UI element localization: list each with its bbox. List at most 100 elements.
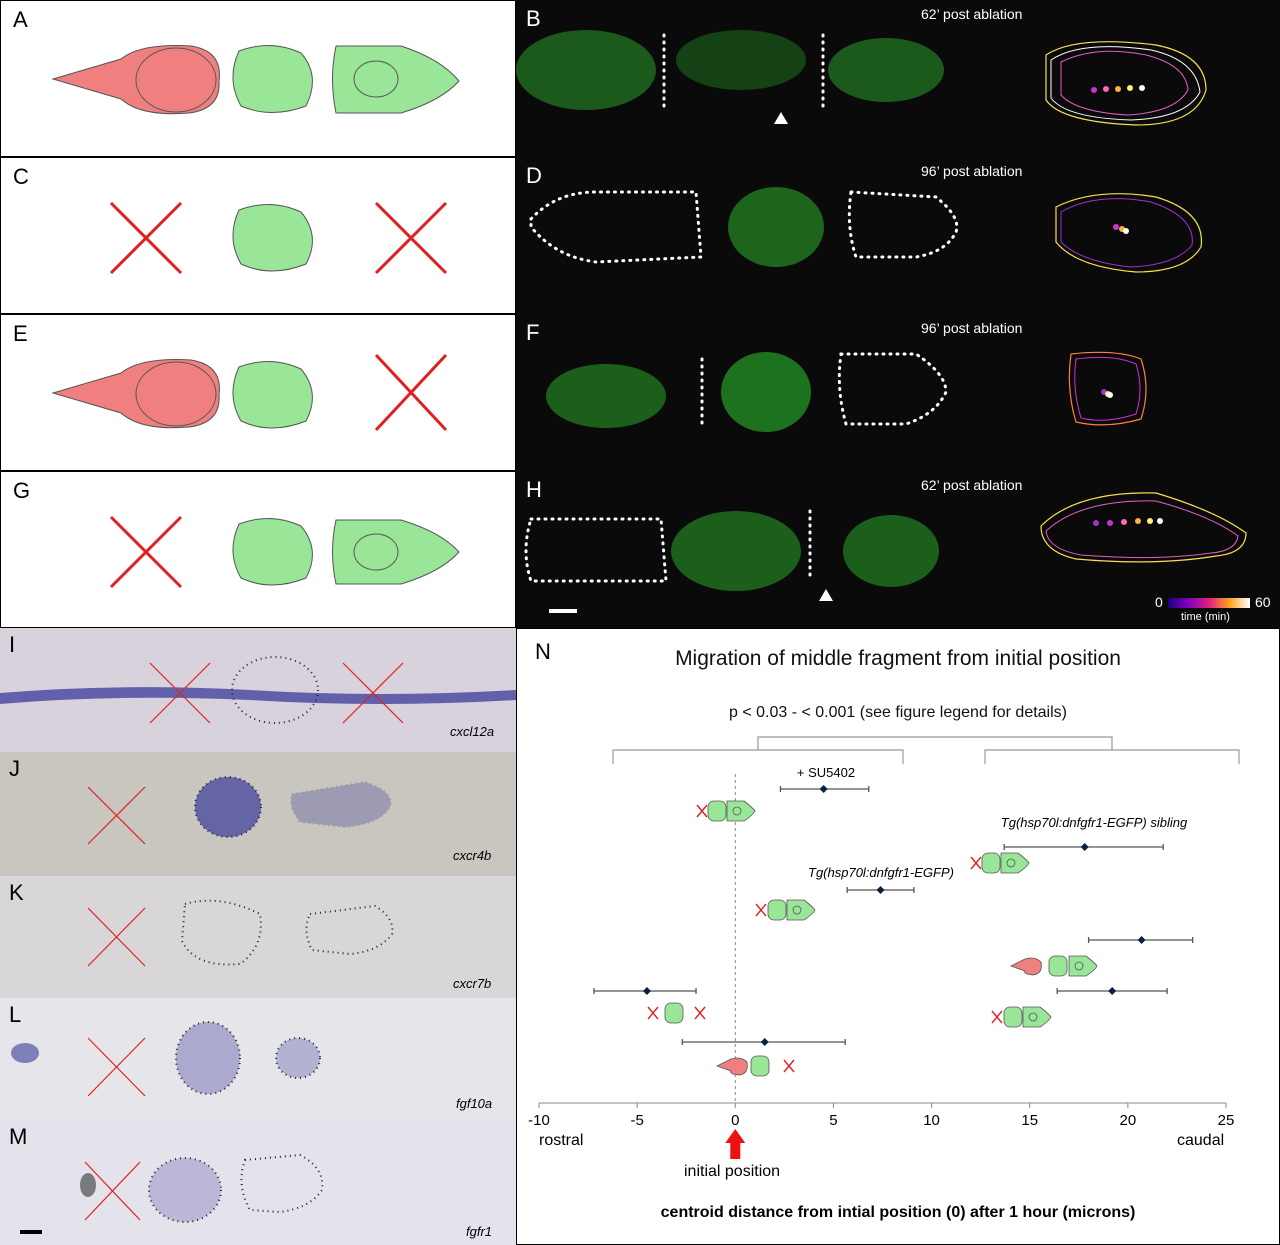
time-label-b: 62’ post ablation [921,6,1023,22]
middle-cell [232,360,313,429]
data-point [876,886,885,894]
leading-cell-icon [1009,957,1042,976]
scale-bar [20,1230,42,1234]
middle-cell-icon [981,852,1001,874]
cell-schematic-c [109,201,448,275]
middle-cell-icon [707,800,727,822]
panel-label-h: H [526,477,542,502]
chart-title: Migration of middle fragment from initia… [675,647,1121,670]
caudal-label: caudal [1177,1132,1225,1149]
series-label: Tg(hsp70l:dnfgfr1-EGFP) [808,865,954,880]
data-point [642,987,651,995]
panel-label-e: E [13,321,28,346]
nucleus [135,47,217,113]
data-point [1080,843,1089,851]
x-tick-label: -10 [528,1112,550,1129]
initial-position-arrow [725,1129,746,1159]
gene-label-m: fgfr1 [466,1224,493,1239]
panel-label-c: C [13,164,29,189]
data-point [1137,936,1146,944]
ish-image-m [20,1153,324,1234]
panel-label-l: L [9,1002,22,1027]
x-tick-label: -5 [630,1112,643,1129]
panel-label-i: I [9,632,16,657]
panel-c: C [0,157,516,314]
middle-cell [232,517,313,586]
panel-i: I cxcl12a [0,628,516,752]
panel-b: B 62’ post ablation [516,0,1280,157]
gene-label-k: cxcr7b [453,976,492,991]
arrowhead-marker [774,112,788,124]
panel-d: D 96’ post ablation [516,157,1280,314]
colorbar-min: 0 [1155,594,1163,610]
trailing-cell [332,519,460,585]
middle-cell-icon [1003,1006,1023,1028]
middle-cell [232,44,313,113]
colorbar-label: time (min) [1181,611,1230,623]
ablation-x-icon [109,201,183,275]
cell-schematic-e [51,353,448,432]
middle-cell-icon [750,1055,770,1077]
x-axis-title: centroid distance from intial position (… [660,1204,1136,1221]
time-label-h: 62’ post ablation [921,477,1023,493]
migration-chart: -10 -5 0 5 10 15 20 25 + SU5402 Tg(hsp70l:dnfgfr1… [528,736,1240,1159]
trailing-cell [332,45,460,114]
outline-overlay-f [1068,351,1147,426]
colorbar-max: 60 [1255,594,1271,610]
panel-n: N Migration of middle fragment from init… [516,628,1280,1245]
ablation-x-icon [87,907,146,967]
ablation-x-icon [374,353,448,432]
rostral-label: rostral [539,1132,584,1149]
micrograph-b [516,30,1207,126]
data-point [760,1038,769,1046]
x-tick-label: 25 [1218,1112,1235,1129]
time-label-f: 96’ post ablation [921,320,1023,336]
gene-label-i: cxcl12a [450,724,495,739]
series-label: + SU5402 [797,765,855,780]
panel-label-d: D [526,163,542,188]
ish-image-i [0,656,516,724]
ablation-x-icon [87,1037,146,1097]
x-tick-label: 0 [731,1112,739,1129]
outline-overlay-h [1040,492,1247,563]
ish-image-l [11,1021,321,1097]
chart-subtitle: p < 0.03 - < 0.001 (see figure legend fo… [729,704,1067,721]
panel-e: E [0,314,516,471]
ablation-x-icon [109,515,183,589]
cell-schematic-a [51,44,460,115]
panel-label-a: A [13,7,28,32]
initial-position-label: initial position [684,1163,781,1180]
panel-label-b: B [526,6,541,31]
ablation-x-icon [374,201,448,275]
data-point [1108,987,1117,995]
arrowhead-marker [819,589,833,601]
micrograph-h [524,492,1250,613]
panel-f: F 96’ post ablation [516,314,1280,471]
scale-bar [549,609,577,613]
ablation-x-icon [696,804,708,818]
outline-overlay-b [1045,41,1207,126]
panel-l: L fgf10a [0,998,516,1120]
ablation-x-icon [84,1161,141,1221]
panel-label-k: K [9,880,24,905]
ish-image-k [87,899,394,967]
panel-a: A [0,0,516,157]
leading-cell-icon [715,1057,748,1076]
ish-image-j [87,776,392,845]
x-tick-label: 15 [1021,1112,1038,1129]
ablation-x-icon [783,1059,795,1073]
panel-m: M fgfr1 [0,1120,516,1245]
significance-bracket [612,736,1240,764]
ablation-x-icon [149,662,211,724]
time-label-d: 96’ post ablation [921,163,1023,179]
panel-label-g: G [13,478,31,503]
series-label: Tg(hsp70l:dnfgfr1-EGFP) sibling [1001,815,1188,830]
panel-label-n: N [535,639,551,664]
middle-cell-icon [767,899,787,921]
panel-k: K cxcr7b [0,876,516,998]
panel-h: H 62’ post ablation 0 60 time (min) [516,471,1280,628]
x-tick-label: 5 [829,1112,837,1129]
gene-label-l: fgf10a [456,1096,493,1111]
gene-label-j: cxcr4b [453,848,492,863]
panel-label-f: F [526,320,540,345]
